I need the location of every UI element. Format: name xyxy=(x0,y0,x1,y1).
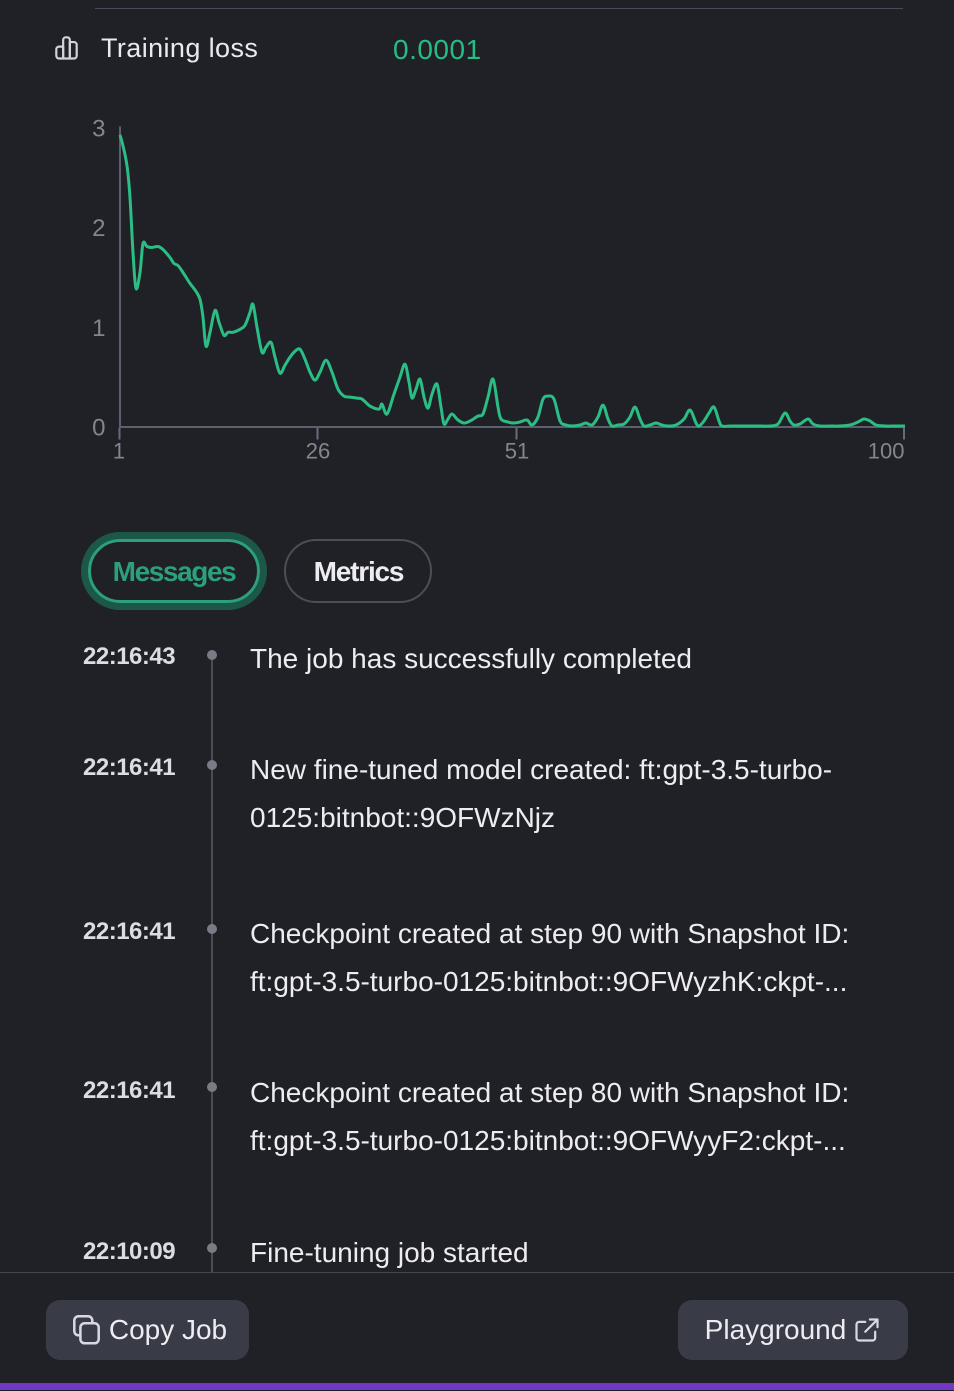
svg-text:51: 51 xyxy=(505,439,529,464)
svg-text:26: 26 xyxy=(306,439,330,464)
svg-text:2: 2 xyxy=(92,215,105,242)
svg-text:3: 3 xyxy=(92,116,105,143)
svg-text:0: 0 xyxy=(92,415,105,442)
svg-text:1: 1 xyxy=(113,439,125,464)
svg-text:1: 1 xyxy=(92,315,105,342)
svg-text:100: 100 xyxy=(868,439,905,464)
